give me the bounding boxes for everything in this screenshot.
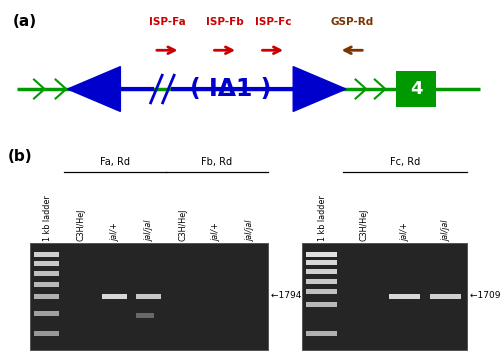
Text: Fa, Rd: Fa, Rd — [100, 157, 130, 167]
Bar — [34, 261, 59, 266]
Bar — [302, 243, 468, 350]
Text: Fb, Rd: Fb, Rd — [202, 157, 232, 167]
Text: jal/+: jal/+ — [212, 222, 222, 241]
Text: ←1794 bp: ←1794 bp — [270, 291, 316, 300]
Bar — [34, 282, 59, 287]
Bar — [306, 331, 337, 336]
Text: Fc, Rd: Fc, Rd — [390, 157, 420, 167]
Bar — [34, 331, 59, 336]
Text: jal/+: jal/+ — [110, 222, 120, 241]
Text: jal/jal: jal/jal — [442, 219, 451, 241]
Text: (b): (b) — [8, 149, 32, 164]
Bar — [34, 294, 59, 299]
Bar — [306, 279, 337, 284]
Bar — [34, 252, 59, 257]
Bar — [306, 289, 337, 294]
FancyBboxPatch shape — [396, 71, 436, 107]
Text: ISP-Fc: ISP-Fc — [254, 17, 291, 27]
Bar — [306, 269, 337, 274]
Text: 1 kb ladder: 1 kb ladder — [318, 195, 327, 241]
Text: 4: 4 — [410, 80, 422, 98]
Text: ←1709 bp: ←1709 bp — [470, 291, 500, 300]
Bar — [34, 311, 59, 316]
Text: jal/jal: jal/jal — [144, 219, 154, 241]
Text: jal/jal: jal/jal — [246, 219, 256, 241]
Bar — [306, 252, 337, 257]
Text: jal/+: jal/+ — [401, 222, 410, 241]
Text: (a): (a) — [12, 14, 36, 29]
Bar — [306, 302, 337, 307]
Text: ( IΔ1 ): ( IΔ1 ) — [190, 77, 272, 101]
Polygon shape — [68, 67, 120, 111]
Text: ISP-Fb: ISP-Fb — [206, 17, 244, 27]
Bar — [306, 260, 337, 265]
Bar — [389, 294, 420, 299]
Polygon shape — [293, 67, 346, 111]
Text: C3H/HeJ: C3H/HeJ — [360, 208, 368, 241]
Bar — [102, 294, 127, 299]
Bar — [30, 243, 268, 350]
Bar — [34, 271, 59, 276]
Text: C3H/HeJ: C3H/HeJ — [77, 208, 86, 241]
Bar — [430, 294, 461, 299]
Bar — [136, 313, 154, 318]
Bar — [136, 294, 161, 299]
Text: 1 kb ladder: 1 kb ladder — [43, 195, 52, 241]
Text: ISP-Fa: ISP-Fa — [149, 17, 186, 27]
Text: C3H/HeJ: C3H/HeJ — [178, 208, 188, 241]
Text: GSP-Rd: GSP-Rd — [330, 17, 374, 27]
